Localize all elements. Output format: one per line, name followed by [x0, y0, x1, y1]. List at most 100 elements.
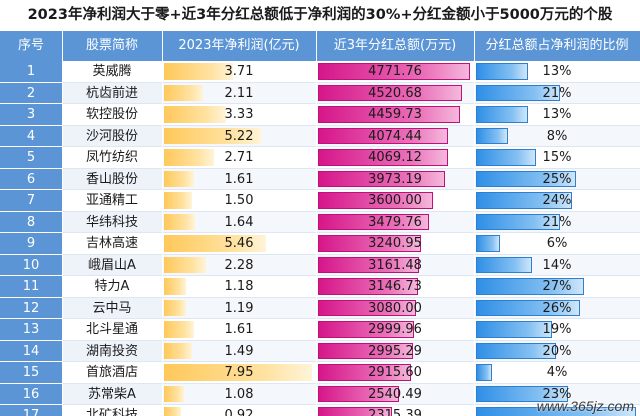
net-profit-bar: [164, 235, 266, 252]
net-profit-label: 1.49: [224, 343, 254, 359]
dividend-ratio-cell: 25%: [474, 168, 640, 190]
net-profit-cell: 3.33: [162, 104, 316, 126]
table-row: 6 香山股份 1.61 3973.19 25%: [0, 168, 640, 190]
dividend-total-label: 4520.68: [368, 85, 422, 101]
net-profit-cell: 0.92: [162, 405, 316, 416]
table-row: 14 湖南投资 1.49 2995.29 20%: [0, 340, 640, 362]
net-profit-label: 1.61: [224, 322, 254, 337]
dividend-ratio-bar: [476, 192, 572, 209]
dividend-total-cell: 2915.60: [316, 362, 474, 384]
dividend-ratio-bar: [476, 321, 552, 338]
dividend-total-bar: [318, 106, 461, 123]
net-profit-label: 3.33: [224, 107, 254, 122]
net-profit-bar: [164, 84, 204, 101]
dividend-total-label: 3146.73: [368, 279, 422, 294]
stock-name: 湖南投资: [62, 340, 162, 362]
dividend-ratio-cell: 15%: [474, 147, 640, 169]
net-profit-bar: [164, 127, 262, 144]
net-profit-bar: [164, 321, 194, 338]
dividend-total-label: 4771.76: [368, 64, 422, 79]
dividend-total-cell: 4771.76: [316, 61, 474, 83]
dividend-ratio-bar: [476, 149, 536, 166]
stock-name: 北斗星通: [62, 319, 162, 341]
stock-name: 英威腾: [62, 61, 162, 83]
dividend-total-bar: [318, 385, 399, 402]
dividend-total-cell: 2540.49: [316, 383, 474, 405]
dividend-total-cell: 4069.12: [316, 147, 474, 169]
net-profit-cell: 2.28: [162, 254, 316, 276]
header-net-profit: 2023年净利润(亿元): [162, 31, 316, 61]
dividend-ratio-label: 24%: [542, 193, 572, 208]
column-separator: [316, 31, 317, 416]
net-profit-label: 1.08: [224, 386, 254, 402]
dividend-total-bar: [318, 407, 392, 416]
dividend-total-bar: [318, 192, 433, 209]
net-profit-cell: 1.19: [162, 297, 316, 319]
dividend-ratio-label: 6%: [546, 236, 568, 251]
stock-name: 苏常柴A: [62, 383, 162, 405]
row-index: 13: [0, 319, 62, 341]
table-row: 9 吉林高速 5.46 3240.95 6%: [0, 233, 640, 255]
dividend-ratio-bar: [476, 342, 556, 359]
dividend-total-cell: 3161.48: [316, 254, 474, 276]
dividend-total-label: 3161.48: [368, 257, 422, 273]
dividend-ratio-cell: 19%: [474, 319, 640, 341]
dividend-total-cell: 3600.00: [316, 190, 474, 212]
column-separator: [474, 31, 475, 416]
dividend-ratio-cell: 27%: [474, 276, 640, 298]
row-index: 5: [0, 147, 62, 169]
dividend-total-cell: 4074.44: [316, 125, 474, 147]
table-row: 4 沙河股份 5.22 4074.44 8%: [0, 125, 640, 147]
dividend-total-cell: 3146.73: [316, 276, 474, 298]
dividend-total-label: 2999.96: [368, 322, 422, 337]
row-index: 15: [0, 362, 62, 384]
dividend-total-label: 4069.12: [368, 150, 422, 165]
dividend-ratio-label: 13%: [542, 64, 572, 79]
dividend-ratio-bar: [476, 127, 508, 144]
stock-name: 凤竹纺织: [62, 147, 162, 169]
row-index: 2: [0, 82, 62, 104]
net-profit-cell: 1.18: [162, 276, 316, 298]
table-row: 17 北矿科技 0.92 2315.39: [0, 405, 640, 416]
dividend-ratio-bar: [476, 213, 560, 230]
table-row: 2 杭齿前进 2.11 4520.68 21%: [0, 82, 640, 104]
chart-title: 2023年净利润大于零+近3年分红总额低于净利润的30%+分红金额小于5000万…: [27, 7, 613, 23]
column-separator: [162, 31, 163, 416]
dividend-total-bar: [318, 342, 414, 359]
table-row: 16 苏常柴A 1.08 2540.49 23%: [0, 383, 640, 405]
net-profit-bar: [164, 192, 192, 209]
header-stock-name: 股票简称: [62, 31, 162, 61]
dividend-ratio-label: 15%: [542, 150, 572, 165]
dividend-ratio-bar: [476, 84, 560, 101]
dividend-total-label: 3600.00: [368, 193, 422, 208]
net-profit-bar: [164, 213, 195, 230]
stock-name: 软控股份: [62, 104, 162, 126]
net-profit-cell: 3.71: [162, 61, 316, 83]
dividend-ratio-cell: 13%: [474, 104, 640, 126]
dividend-ratio-cell: 13%: [474, 61, 640, 83]
dividend-total-bar: [318, 127, 448, 144]
dividend-ratio-label: 26%: [542, 300, 572, 316]
dividend-ratio-label: 21%: [542, 85, 572, 101]
dividend-ratio-bar: [476, 278, 584, 295]
net-profit-bar: [164, 170, 194, 187]
dividend-ratio-bar: [476, 407, 636, 416]
dividend-ratio-label: 14%: [542, 257, 572, 273]
net-profit-bar: [164, 278, 186, 295]
dividend-total-label: 2995.29: [368, 343, 422, 359]
dividend-ratio-bar: [476, 235, 500, 252]
net-profit-cell: 1.61: [162, 319, 316, 341]
dividend-ratio-bar: [476, 106, 528, 123]
stock-name: 首旅酒店: [62, 362, 162, 384]
dividend-ratio-cell: 21%: [474, 211, 640, 233]
dividend-total-cell: 4459.73: [316, 104, 474, 126]
net-profit-cell: 1.49: [162, 340, 316, 362]
dividend-ratio-cell: 8%: [474, 125, 640, 147]
dividend-total-label: 2315.39: [368, 408, 422, 416]
dividend-total-label: 3973.19: [368, 171, 422, 187]
dividend-ratio-bar: [476, 299, 580, 316]
net-profit-cell: 2.71: [162, 147, 316, 169]
dividend-ratio-label: 27%: [542, 279, 572, 294]
table-row: 5 凤竹纺织 2.71 4069.12 15%: [0, 147, 640, 169]
header-index: 序号: [0, 31, 62, 61]
